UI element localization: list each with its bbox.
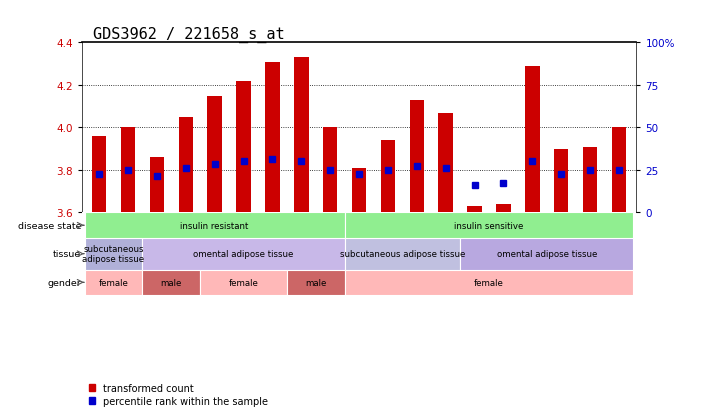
Bar [380,141,395,213]
Bar [496,204,510,213]
Text: omental adipose tissue: omental adipose tissue [496,249,597,259]
Text: female: female [474,278,504,287]
Bar [467,206,482,213]
Text: insulin sensitive: insulin sensitive [454,221,524,230]
Bar [287,270,345,295]
Text: omental adipose tissue: omental adipose tissue [193,249,294,259]
Text: gender: gender [48,278,81,287]
Bar [345,213,634,238]
Bar [439,113,453,213]
Bar [236,81,251,213]
Bar [208,96,222,213]
Text: insulin resistant: insulin resistant [181,221,249,230]
Bar [201,270,287,295]
Bar [345,270,634,295]
Text: subcutaneous adipose tissue: subcutaneous adipose tissue [340,249,465,259]
Bar [525,66,540,213]
Bar [149,158,164,213]
Bar [142,270,201,295]
Text: male: male [161,278,182,287]
Text: tissue: tissue [53,249,81,259]
Bar [294,58,309,213]
Bar [611,128,626,213]
Bar [323,128,338,213]
Bar [352,169,366,213]
Text: female: female [228,278,259,287]
Text: subcutaneous
adipose tissue: subcutaneous adipose tissue [82,244,144,264]
Bar [583,147,597,213]
Legend: transformed count, percentile rank within the sample: transformed count, percentile rank withi… [87,382,270,408]
Bar [85,238,142,270]
Bar [460,238,634,270]
Bar [121,128,135,213]
Bar [265,62,279,213]
Text: female: female [99,278,129,287]
Bar [345,238,460,270]
Bar [92,137,107,213]
Text: male: male [305,278,326,287]
Text: GDS3962 / 221658_s_at: GDS3962 / 221658_s_at [93,27,284,43]
Bar [142,238,345,270]
Bar [85,213,345,238]
Bar [554,150,569,213]
Bar [178,118,193,213]
Text: disease state: disease state [18,221,81,230]
Bar [410,101,424,213]
Bar [85,270,142,295]
